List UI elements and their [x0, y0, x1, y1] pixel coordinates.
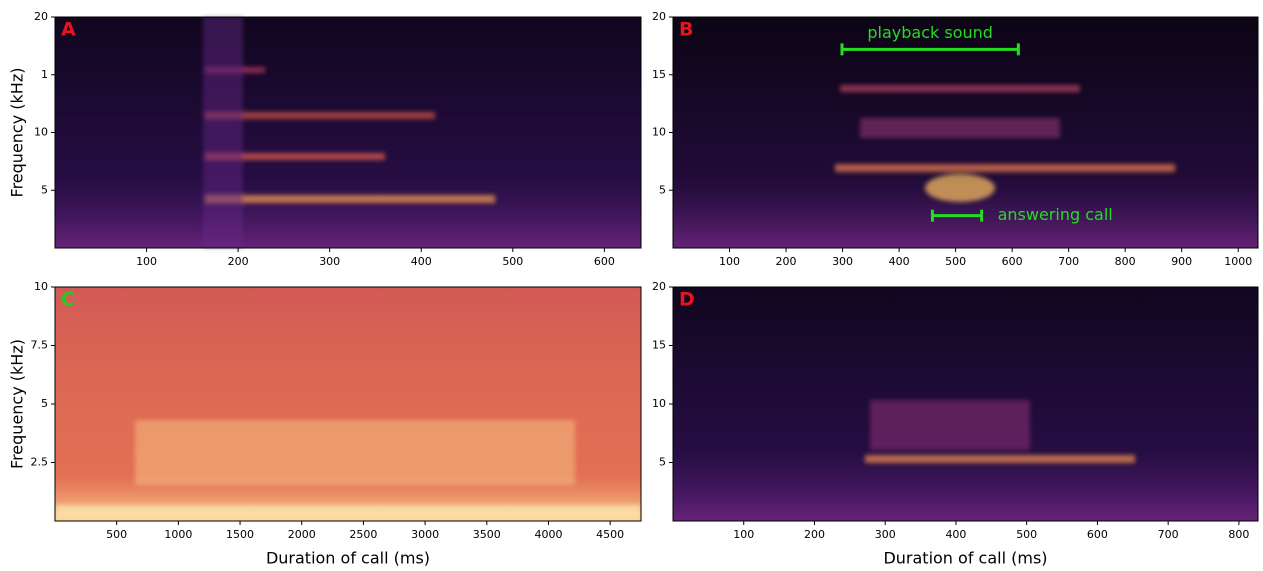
y-tick-label: 20 — [652, 10, 666, 23]
harmonic — [840, 85, 1080, 92]
y-tick-label: 1 — [41, 68, 48, 81]
x-tick-label: 600 — [1002, 255, 1023, 268]
panel-label: C — [61, 289, 75, 311]
x-tick-label: 400 — [889, 255, 910, 268]
y-tick-label: 15 — [652, 68, 666, 81]
y-axis-label: Frequency (kHz) — [8, 339, 27, 469]
harmonic — [865, 455, 1135, 463]
y-tick-label: 5 — [41, 183, 48, 196]
x-tick-label: 300 — [875, 528, 896, 541]
x-tick-label: 800 — [1228, 528, 1249, 541]
harmonic — [205, 153, 385, 160]
x-tick-label: 2500 — [349, 528, 377, 541]
call-band — [135, 420, 575, 485]
spectrogram-shading — [55, 17, 641, 248]
x-tick-label: 3000 — [411, 528, 439, 541]
x-tick-label: 700 — [1058, 255, 1079, 268]
y-tick-label: 20 — [34, 10, 48, 23]
x-tick-label: 100 — [136, 255, 157, 268]
onset — [203, 17, 243, 248]
x-tick-label: 500 — [106, 528, 127, 541]
y-tick-label: 7.5 — [31, 339, 49, 352]
y-tick-label: 15 — [652, 339, 666, 352]
axes: 100 200 300 400 500 600 5 10 1 20 A Frequency (kHz)… — [8, 10, 1259, 568]
x-tick-label: 800 — [1115, 255, 1136, 268]
x-tick-label: 500 — [502, 255, 523, 268]
annotation-text: playback sound — [867, 23, 993, 42]
x-tick-label: 600 — [1087, 528, 1108, 541]
x-tick-label: 100 — [733, 528, 754, 541]
y-tick-label: 2.5 — [31, 456, 49, 469]
y-tick-label: 10 — [652, 126, 666, 139]
spectrogram-shading — [55, 287, 641, 521]
x-axis-label: Duration of call (ms) — [266, 549, 430, 568]
x-tick-label: 600 — [594, 255, 615, 268]
x-tick-label: 700 — [1158, 528, 1179, 541]
harmonic — [835, 164, 1175, 172]
x-axis-label: Duration of call (ms) — [883, 549, 1047, 568]
x-tick-label: 100 — [719, 255, 740, 268]
y-tick-label: 5 — [41, 397, 48, 410]
answering-call — [925, 174, 995, 202]
x-tick-label: 500 — [945, 255, 966, 268]
x-tick-label: 3500 — [473, 528, 501, 541]
spectrogram-features — [55, 17, 1175, 519]
x-tick-label: 1500 — [226, 528, 254, 541]
x-tick-label: 300 — [319, 255, 340, 268]
harmonic — [860, 118, 1060, 138]
x-tick-label: 2000 — [288, 528, 316, 541]
x-tick-label: 400 — [411, 255, 432, 268]
y-tick-label: 5 — [659, 456, 666, 469]
x-tick-label: 200 — [776, 255, 797, 268]
y-tick-label: 10 — [652, 397, 666, 410]
x-tick-label: 1000 — [164, 528, 192, 541]
x-tick-label: 300 — [832, 255, 853, 268]
x-tick-label: 4500 — [596, 528, 624, 541]
y-tick-label: 10 — [34, 280, 48, 293]
x-tick-label: 200 — [228, 255, 249, 268]
y-tick-label: 5 — [659, 183, 666, 196]
x-tick-label: 200 — [804, 528, 825, 541]
y-axis-label: Frequency (kHz) — [8, 68, 27, 198]
noise-floor — [55, 505, 641, 519]
y-tick-label: 10 — [34, 126, 48, 139]
panel-label: A — [61, 19, 76, 41]
y-tick-label: 20 — [652, 280, 666, 293]
x-tick-label: 4000 — [534, 528, 562, 541]
harmonic — [205, 195, 495, 203]
x-tick-label: 900 — [1171, 255, 1192, 268]
x-tick-label: 1000 — [1224, 255, 1252, 268]
x-tick-label: 500 — [1016, 528, 1037, 541]
harmonic — [870, 400, 1030, 450]
panel-label: D — [679, 289, 695, 311]
panel-label: B — [679, 19, 693, 41]
annotation-text: answering call — [998, 205, 1113, 224]
harmonic — [205, 112, 435, 119]
x-tick-label: 400 — [945, 528, 966, 541]
